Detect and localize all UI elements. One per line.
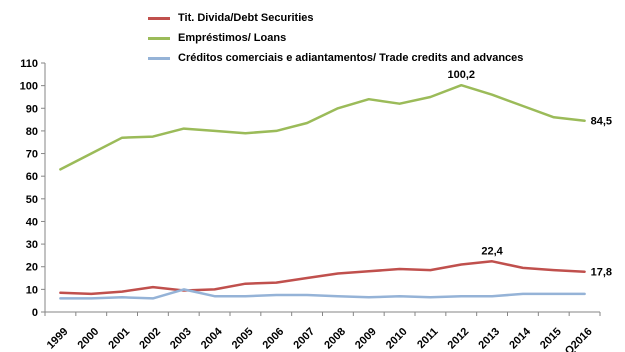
legend-swatch-loans xyxy=(148,36,170,40)
x-tick-label: 2011 xyxy=(415,326,440,351)
y-tick-label: 30 xyxy=(26,239,38,251)
x-tick-label: 2015 xyxy=(538,326,564,352)
chart-legend: Tit. Divida/Debt Securities Empréstimos/… xyxy=(148,8,523,68)
x-tick-label: 2005 xyxy=(230,326,256,352)
legend-label-debt-securities: Tit. Divida/Debt Securities xyxy=(178,12,314,24)
x-tick-label: 2004 xyxy=(199,325,225,351)
y-tick-label: 110 xyxy=(20,58,38,70)
x-tick-label: 2007 xyxy=(291,326,317,352)
data-label: 22,4 xyxy=(481,245,503,257)
legend-label-trade-credits: Créditos comerciais e adiantamentos/ Tra… xyxy=(178,52,524,64)
data-label: 84,5 xyxy=(591,116,612,128)
y-tick-label: 20 xyxy=(26,262,38,274)
legend-item-loans: Empréstimos/ Loans xyxy=(148,28,523,48)
x-tick-label: 2001 xyxy=(106,326,132,352)
legend-label-loans: Empréstimos/ Loans xyxy=(178,32,287,44)
y-tick-label: 60 xyxy=(26,171,38,183)
y-tick-label: 100 xyxy=(20,81,38,93)
legend-item-trade-credits: Créditos comerciais e adiantamentos/ Tra… xyxy=(148,48,523,68)
data-label: 100,2 xyxy=(447,69,475,81)
y-tick-label: 40 xyxy=(26,216,38,228)
x-tick-label: 2000 xyxy=(76,326,102,352)
y-tick-label: 90 xyxy=(26,103,38,115)
y-tick-label: 70 xyxy=(26,149,38,161)
legend-swatch-debt-securities xyxy=(148,16,170,20)
series-line-1 xyxy=(59,83,586,171)
legend-item-debt-securities: Tit. Divida/Debt Securities xyxy=(148,8,523,28)
x-tick-label: 2002 xyxy=(137,326,163,352)
x-tick-label: 1999 xyxy=(45,326,71,352)
series-line-2 xyxy=(59,288,586,300)
series-line-0 xyxy=(59,260,586,296)
data-label: 17,8 xyxy=(591,267,612,279)
x-tick-label: 2010 xyxy=(384,326,410,352)
x-tick-label: 2008 xyxy=(322,326,348,352)
x-tick-label: Q2016 xyxy=(563,326,595,352)
y-tick-label: 10 xyxy=(26,284,38,296)
y-tick-label: 0 xyxy=(32,307,38,319)
y-tick-label: 50 xyxy=(26,194,38,206)
x-tick-label: 2013 xyxy=(476,326,502,352)
x-tick-label: 2014 xyxy=(507,325,533,351)
x-tick-label: 2012 xyxy=(446,326,472,352)
x-tick-label: 2006 xyxy=(261,326,287,352)
x-tick-label: 2009 xyxy=(353,326,379,352)
y-tick-label: 80 xyxy=(26,126,38,138)
legend-swatch-trade-credits xyxy=(148,56,170,60)
x-tick-label: 2003 xyxy=(168,326,194,352)
